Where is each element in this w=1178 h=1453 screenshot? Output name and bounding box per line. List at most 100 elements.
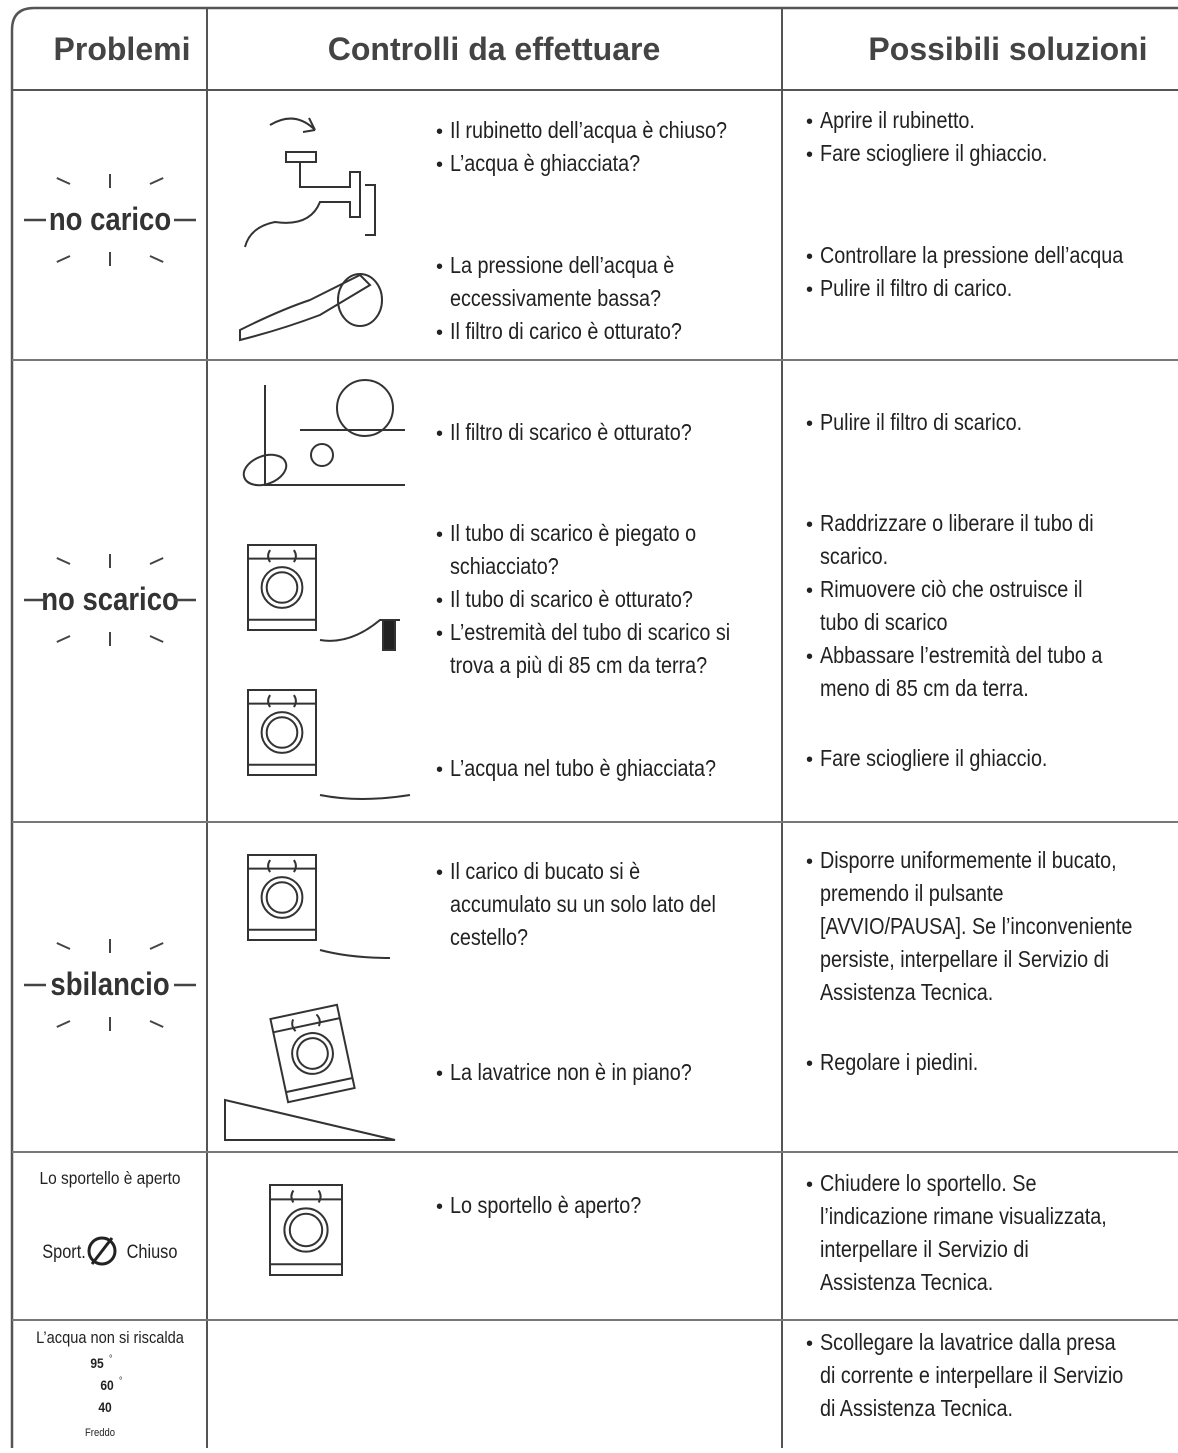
problem-label: Lo sportello è aperto	[40, 1168, 181, 1188]
indicator-ray	[56, 177, 71, 185]
solution-text: Chiudere lo sportello. Se	[820, 1171, 1036, 1197]
indicator-ray	[56, 557, 71, 565]
bullet: •	[436, 524, 443, 546]
bullet: •	[436, 322, 443, 344]
solution-text: [AVVIO/PAUSA]. Se l’inconveniente	[820, 914, 1132, 940]
indicator-ray	[56, 635, 71, 643]
washer-body	[247, 544, 317, 631]
solution-text: di corrente e interpellare il Servizio	[820, 1363, 1123, 1389]
check-text: Il tubo di scarico è otturato?	[450, 587, 693, 613]
washer-face	[267, 694, 297, 708]
header-cell: Controlli da effettuare	[328, 31, 660, 67]
check-text: La lavatrice non è in piano?	[450, 1060, 692, 1086]
check-text: Il filtro di scarico è otturato?	[450, 420, 692, 446]
drain-filter-illustration	[242, 379, 405, 487]
check-text: eccessivamente bassa?	[450, 286, 661, 312]
washer-door	[291, 1032, 334, 1075]
solution-text: Pulire il filtro di scarico.	[820, 410, 1022, 436]
bullet: •	[436, 256, 443, 278]
bullet: •	[436, 1063, 443, 1085]
degree-sign: °	[119, 1375, 123, 1386]
washer-base	[285, 1077, 353, 1094]
check-text: cestello?	[450, 925, 528, 951]
door-icon	[90, 1237, 114, 1265]
washer-door	[260, 711, 304, 754]
hose	[319, 949, 391, 959]
bullet: •	[806, 1174, 813, 1196]
magnifier	[336, 379, 394, 437]
washer-body	[269, 1184, 343, 1276]
problem-label: sbilancio	[50, 967, 169, 1002]
check-text: schiacciato?	[450, 554, 559, 580]
degree-sign: °	[109, 1353, 113, 1364]
indicator-ray	[149, 255, 164, 263]
door-icon	[87, 1236, 117, 1266]
washer-face	[267, 549, 297, 563]
washer-door	[265, 716, 299, 749]
indicator-ray	[56, 942, 71, 950]
solution-text: premendo il pulsante	[820, 881, 1004, 907]
tap	[285, 151, 317, 163]
header-cell: Problemi	[54, 31, 191, 67]
indicator-ray	[149, 177, 164, 185]
indicator-ray	[56, 1020, 71, 1028]
solution-text: Scollegare la lavatrice dalla presa	[820, 1330, 1116, 1356]
temperature-label: 40	[98, 1399, 111, 1415]
washer-door	[260, 876, 304, 919]
tap-illustration	[244, 117, 376, 248]
display-label: Sport.	[42, 1241, 86, 1262]
bullet: •	[806, 246, 813, 268]
tilted-washer-illustration	[224, 1098, 396, 1141]
washer-illustration	[247, 689, 317, 776]
solution-text: Assistenza Tecnica.	[820, 980, 993, 1006]
problem-label: no scarico	[41, 582, 179, 617]
problem-label: no carico	[49, 202, 171, 237]
check-text: Il filtro di carico è otturato?	[450, 319, 682, 345]
ramp	[224, 1098, 396, 1141]
solution-text: Disporre uniformemente il bucato,	[820, 848, 1117, 874]
hose	[319, 619, 400, 642]
solution-text: Abbassare l’estremità del tubo a	[820, 643, 1102, 669]
washer-illustration	[247, 544, 317, 631]
washer-door	[296, 1037, 329, 1070]
brush	[239, 273, 372, 342]
solution-text: Raddrizzare o liberare il tubo di	[820, 511, 1094, 537]
bullet: •	[806, 514, 813, 536]
bullet: •	[806, 1333, 813, 1355]
filter-cap	[310, 443, 334, 467]
solution-text: l’indicazione rimane visualizzata,	[820, 1204, 1107, 1230]
washer-body	[247, 854, 317, 941]
check-text: Lo sportello è aperto?	[450, 1193, 641, 1219]
indicator-ray	[149, 635, 164, 643]
temperature-label: 60	[100, 1377, 113, 1393]
tap	[269, 117, 316, 133]
washer-body	[269, 1003, 356, 1104]
washer-body	[247, 689, 317, 776]
bullet: •	[436, 1196, 443, 1218]
solution-text: Regolare i piedini.	[820, 1050, 978, 1076]
washer-face	[291, 1013, 321, 1032]
indicator-ray	[149, 1020, 164, 1028]
washer-door	[265, 571, 299, 604]
washer-face	[290, 1189, 322, 1203]
solution-text: Rimuovere ciò che ostruisce il	[820, 577, 1083, 603]
problem-label: L’acqua non si riscalda	[36, 1329, 184, 1347]
washer-panel	[273, 1017, 340, 1034]
solution-text: Fare sciogliere il ghiaccio.	[820, 141, 1047, 167]
bullet: •	[436, 423, 443, 445]
indicator-ray	[149, 557, 164, 565]
washer-door	[260, 566, 304, 609]
display-label: Chiuso	[127, 1241, 178, 1262]
check-text: Il tubo di scarico è piegato o	[450, 521, 696, 547]
washer-illustration	[247, 854, 317, 941]
tilted-washer	[269, 1003, 356, 1104]
bullet: •	[806, 1053, 813, 1075]
washer-door	[288, 1212, 324, 1248]
header-cell: Possibili soluzioni	[868, 31, 1147, 67]
check-text: trova a più di 85 cm da terra?	[450, 653, 707, 679]
check-text: L’acqua è ghiacciata?	[450, 151, 640, 177]
solution-text: interpellare il Servizio di	[820, 1237, 1029, 1263]
check-text: L’acqua nel tubo è ghiacciata?	[450, 756, 716, 782]
bullet: •	[806, 580, 813, 602]
